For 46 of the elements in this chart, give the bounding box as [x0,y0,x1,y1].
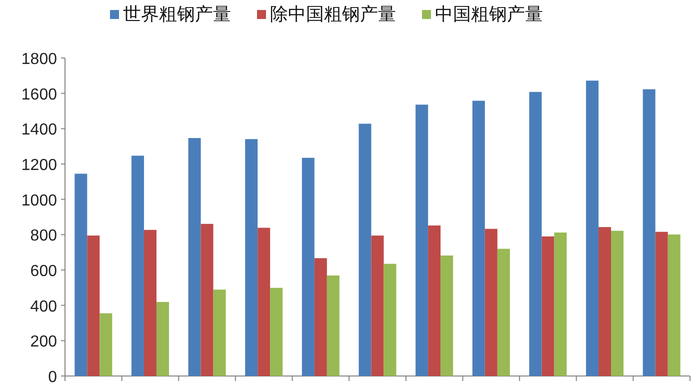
bar [156,302,169,376]
bar [302,158,314,376]
bar [472,100,485,376]
y-tick-label: 600 [30,263,58,280]
bar [314,258,327,376]
bar [270,288,283,376]
bar [529,92,542,376]
bar [611,230,624,376]
bar [371,236,384,376]
y-tick-label: 0 [48,369,58,386]
y-tick-label: 1800 [21,51,58,68]
bar [440,256,454,376]
y-tick-label: 1200 [21,157,58,174]
bar [188,138,201,376]
bar [100,313,112,376]
bar [655,232,668,376]
bar [497,248,510,376]
y-tick-label: 1600 [21,86,58,104]
bar [74,174,88,376]
bar [384,264,396,376]
bar [326,275,340,376]
bar [642,89,656,376]
bar [258,228,270,376]
bar [87,236,100,376]
y-tick-label: 800 [30,228,58,245]
bar [213,290,226,376]
bar [542,236,554,376]
bar [554,232,567,376]
y-tick-label: 1400 [21,122,58,139]
bar [668,234,680,376]
bar [428,225,441,376]
legend-label: 中国粗钢产量 [435,4,543,24]
y-tick-label: 1000 [21,192,58,210]
y-tick-label: 400 [30,298,58,316]
legend-label: 世界粗钢产量 [123,4,231,24]
y-tick-label: 200 [30,334,58,351]
bar [131,156,144,376]
bar [200,224,214,376]
bar [358,124,372,376]
bar [586,80,599,376]
bar [416,104,428,376]
legend-label: 除中国粗钢产量 [270,4,396,24]
bar [598,227,612,376]
bar [144,230,156,376]
bar [484,228,498,376]
bar [245,139,258,376]
